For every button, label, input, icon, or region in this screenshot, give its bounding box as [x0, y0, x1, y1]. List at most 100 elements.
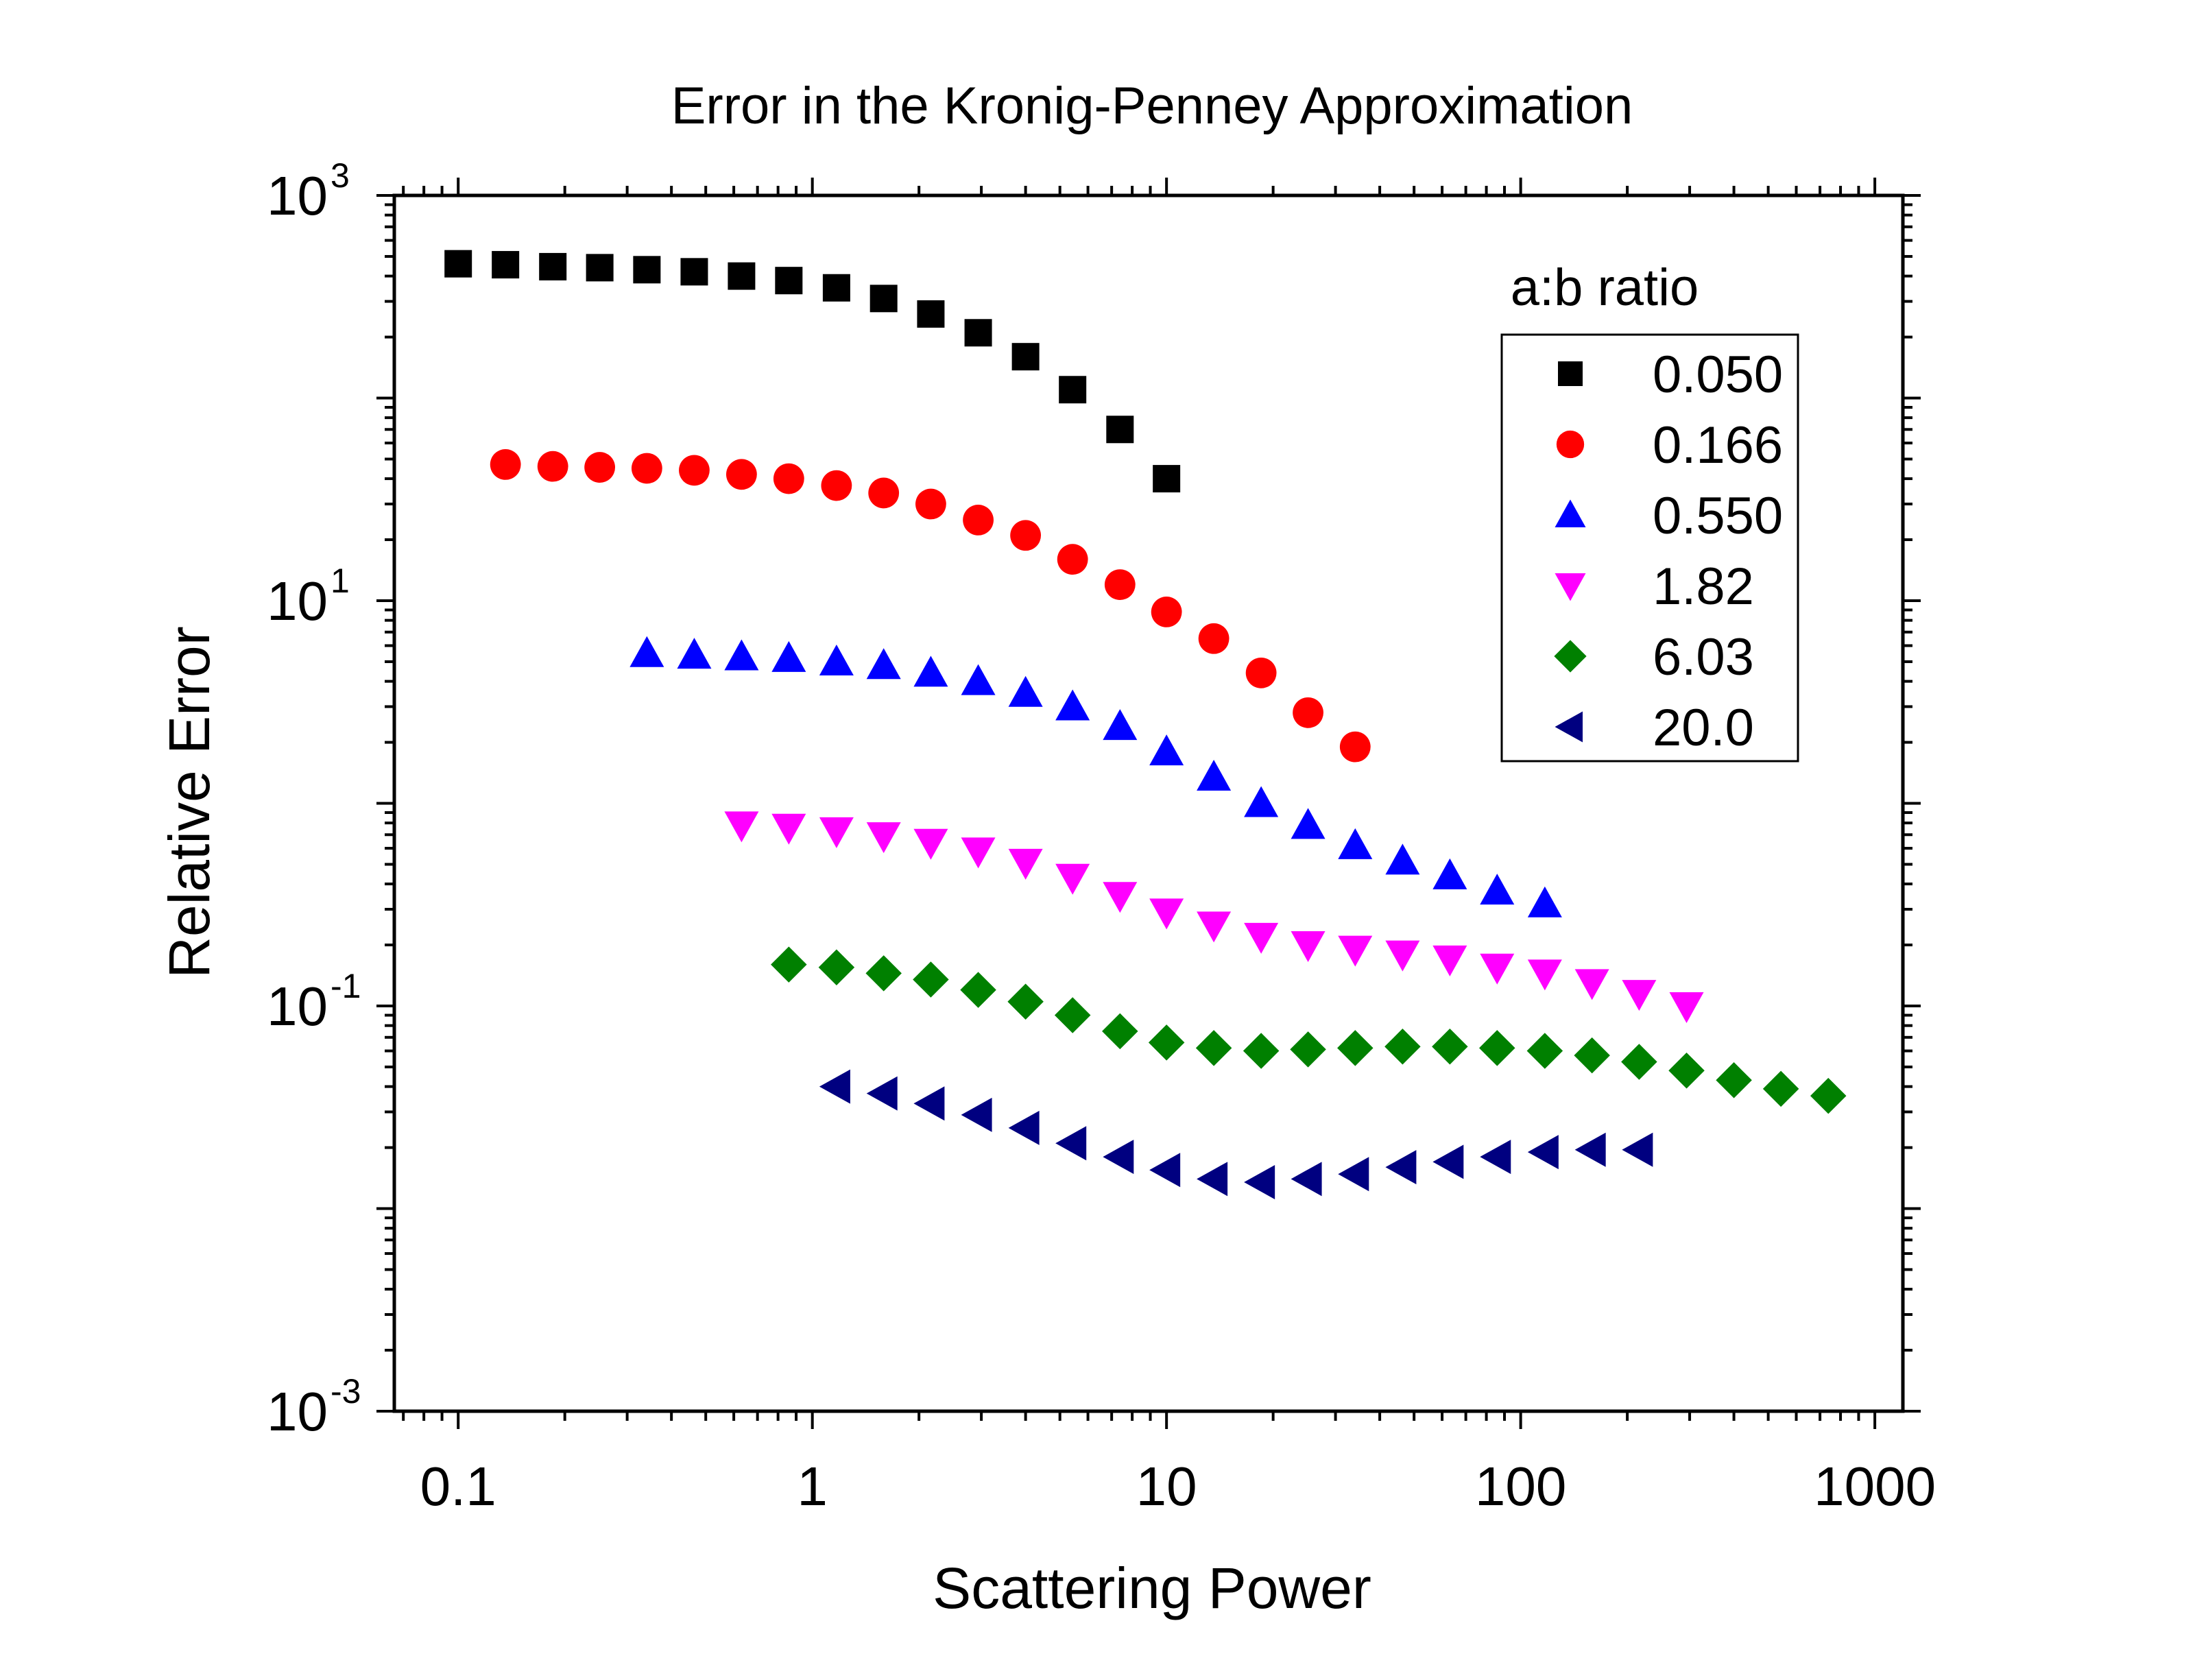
data-point	[913, 1086, 945, 1121]
data-point	[773, 463, 804, 494]
data-point	[586, 254, 614, 282]
data-point	[913, 961, 949, 998]
data-point	[1291, 808, 1326, 839]
data-point	[822, 274, 850, 302]
legend-box	[1500, 333, 1799, 763]
data-point	[679, 455, 710, 486]
data-point	[1480, 874, 1515, 905]
data-point	[492, 251, 520, 279]
data-point	[1198, 623, 1230, 654]
data-point	[680, 258, 708, 286]
data-point	[1054, 997, 1091, 1033]
data-point	[1197, 1162, 1228, 1197]
data-point	[866, 822, 901, 854]
series-4	[771, 946, 1847, 1114]
data-point	[1810, 1077, 1847, 1114]
y-tick-label: 10	[267, 165, 328, 226]
data-point	[1007, 983, 1044, 1020]
data-point	[1011, 343, 1040, 371]
legend-label: 20.0	[1653, 699, 1754, 757]
data-point	[1055, 1126, 1087, 1161]
data-point	[915, 488, 946, 520]
data-point	[1338, 935, 1373, 967]
data-point	[1385, 843, 1420, 875]
data-point	[539, 252, 567, 280]
data-point	[725, 459, 757, 490]
legend-marker	[1555, 499, 1586, 527]
legend-title: a:b ratio	[1511, 259, 1699, 317]
y-tick-exponent: -1	[331, 967, 361, 1005]
data-point	[819, 1069, 850, 1104]
data-point	[633, 256, 661, 284]
data-point	[728, 262, 756, 290]
data-point	[1384, 1029, 1421, 1065]
x-tick-label: 10	[1136, 1456, 1197, 1517]
data-point	[819, 644, 854, 675]
data-point	[1574, 969, 1609, 1000]
data-point	[1008, 1110, 1040, 1145]
y-axis-label: Relative Error	[157, 626, 221, 978]
data-point	[1244, 922, 1279, 954]
data-point	[1527, 886, 1562, 917]
data-point	[1104, 569, 1136, 601]
legend-marker	[1556, 430, 1585, 459]
data-point	[1197, 911, 1232, 943]
data-point	[1338, 828, 1373, 859]
data-point	[1106, 416, 1134, 444]
legend: a:b ratio 0.050 0.166 0.550 1.82 6.03 20.0	[1500, 259, 1799, 763]
data-point	[1197, 759, 1232, 791]
legend-label: 0.166	[1653, 416, 1783, 475]
data-point	[1148, 1024, 1185, 1061]
y-tick-exponent: 1	[331, 562, 350, 600]
series-2	[629, 636, 1562, 917]
x-tick-label: 1000	[1814, 1456, 1936, 1517]
data-point	[1479, 1030, 1515, 1066]
data-point	[821, 470, 852, 501]
series-5	[819, 1069, 1653, 1199]
data-point	[1574, 1037, 1610, 1074]
data-point	[1103, 709, 1138, 741]
data-point	[1480, 953, 1515, 985]
data-point	[537, 451, 568, 482]
legend-label: 1.82	[1653, 557, 1754, 616]
data-point	[1290, 1031, 1326, 1068]
data-point	[964, 319, 992, 347]
data-point	[1151, 597, 1182, 627]
data-point	[1339, 731, 1371, 763]
legend-label: 6.03	[1653, 628, 1754, 686]
data-point	[584, 452, 616, 483]
data-point	[961, 837, 996, 869]
data-point	[724, 639, 759, 671]
y-tick-exponent: 3	[331, 156, 350, 195]
legend-marker	[1555, 711, 1583, 743]
data-point	[1055, 689, 1090, 721]
data-point	[963, 505, 994, 536]
data-point	[1622, 980, 1657, 1011]
data-point	[771, 946, 807, 983]
data-point	[961, 664, 996, 695]
data-point	[1291, 931, 1326, 963]
data-point	[629, 636, 664, 667]
data-point	[1195, 1030, 1232, 1066]
data-point	[1291, 1162, 1322, 1197]
data-point	[1149, 898, 1184, 930]
data-point	[917, 300, 945, 328]
y-tick-label: 10	[267, 571, 328, 632]
data-point	[1385, 940, 1420, 972]
data-point	[1102, 1013, 1138, 1050]
legend-label: 0.550	[1653, 487, 1783, 545]
data-point	[1293, 697, 1323, 728]
data-point	[1527, 959, 1562, 991]
legend-marker	[1558, 361, 1583, 386]
data-point	[1103, 882, 1138, 913]
x-tick-label: 0.1	[420, 1456, 496, 1517]
data-point	[1337, 1030, 1374, 1066]
data-point	[771, 640, 806, 672]
data-point	[1149, 1153, 1181, 1188]
data-point	[1716, 1062, 1752, 1099]
data-point	[913, 656, 948, 687]
data-point	[1008, 675, 1043, 707]
data-point	[868, 477, 900, 509]
data-point	[960, 972, 996, 1008]
data-point	[1149, 734, 1184, 766]
